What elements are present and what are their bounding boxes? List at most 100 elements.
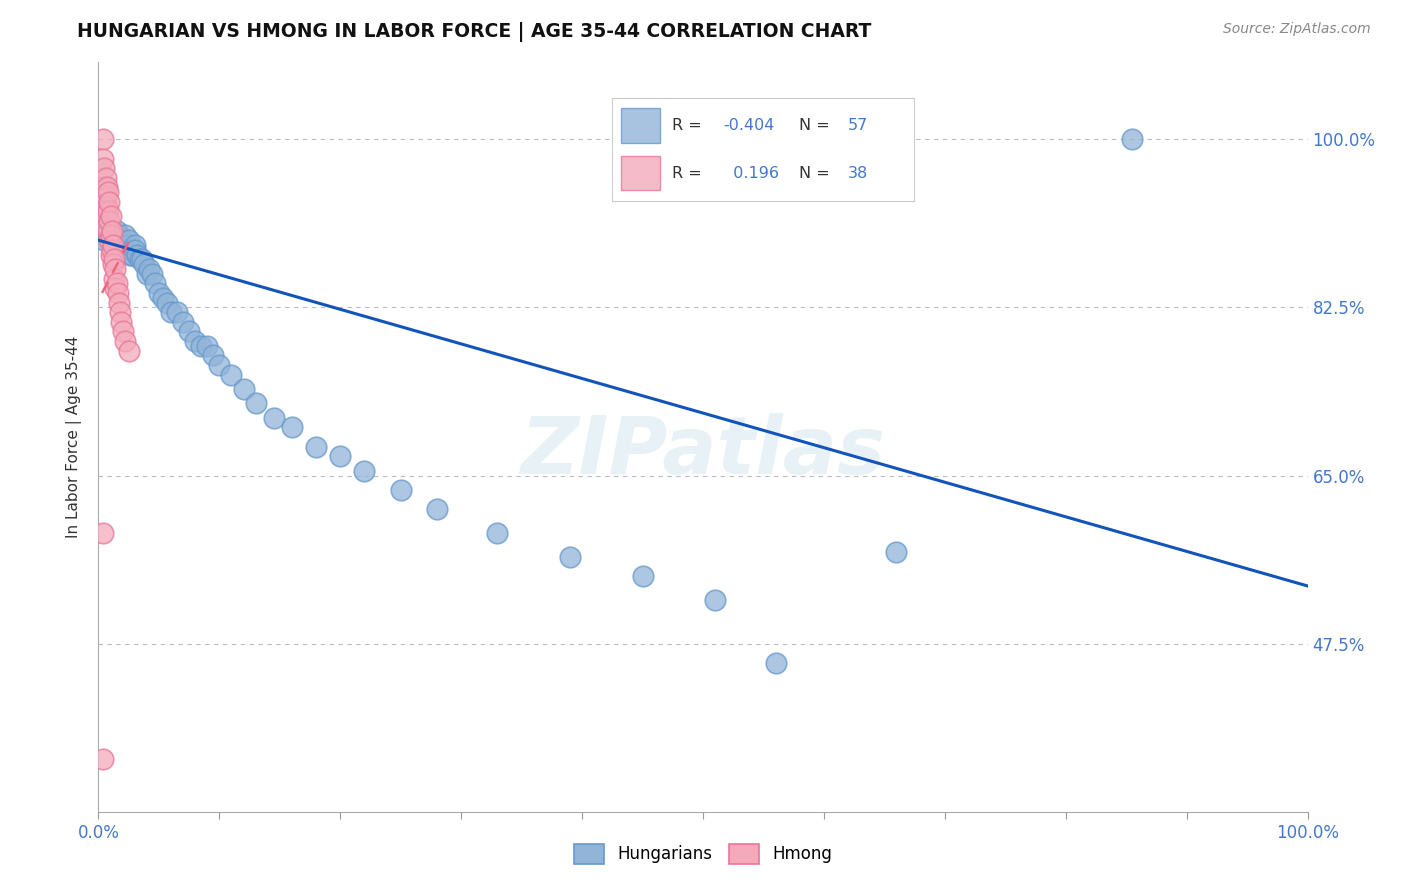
Point (93, 161, 115, 175)
Point (127, 247, 149, 261)
Point (121, 247, 143, 261)
Point (101, 257, 124, 271)
Point (160, 305, 183, 319)
Point (245, 396, 267, 410)
Point (195, 339, 218, 353)
Point (281, 420, 304, 434)
Point (110, 315, 132, 329)
Y-axis label: In Labor Force | Age 35-44: In Labor Force | Age 35-44 (66, 336, 83, 538)
Point (98, 214, 121, 228)
Point (110, 233, 132, 247)
Point (103, 252, 125, 267)
Point (97, 204, 120, 219)
Point (100, 233, 122, 247)
Point (117, 238, 139, 252)
Text: -0.404: -0.404 (724, 119, 775, 133)
Point (98, 194, 121, 209)
Text: Source: ZipAtlas.com: Source: ZipAtlas.com (1223, 22, 1371, 37)
Point (208, 358, 231, 372)
Point (184, 334, 207, 348)
Point (100, 247, 122, 261)
Point (118, 343, 141, 358)
Point (97, 223, 120, 237)
Text: HUNGARIAN VS HMONG IN LABOR FORCE | AGE 35-44 CORRELATION CHART: HUNGARIAN VS HMONG IN LABOR FORCE | AGE … (77, 22, 872, 42)
Point (131, 252, 153, 267)
Point (190, 339, 212, 353)
Point (103, 271, 125, 285)
Bar (620, 155, 659, 190)
Point (124, 243, 146, 257)
Point (93, 190, 115, 204)
Point (108, 305, 131, 319)
Point (93, 180, 115, 194)
Point (94, 170, 117, 185)
Point (111, 233, 134, 247)
Point (138, 262, 160, 277)
Legend: Hungarians, Hmong: Hungarians, Hmong (567, 838, 839, 871)
Point (91, 132, 114, 146)
Point (124, 238, 146, 252)
Point (94, 190, 117, 204)
Point (143, 277, 166, 291)
Point (118, 247, 141, 261)
Point (105, 238, 128, 252)
Point (107, 285, 129, 300)
Point (179, 325, 201, 339)
Bar (620, 108, 659, 144)
Point (221, 368, 243, 382)
Point (96, 180, 118, 194)
Point (558, 550, 581, 565)
Text: 0.196: 0.196 (724, 166, 779, 180)
Point (329, 450, 352, 464)
Text: 57: 57 (848, 119, 868, 133)
Point (148, 285, 170, 300)
Point (96, 219, 118, 233)
Point (114, 334, 136, 348)
Text: R =: R = (672, 166, 707, 180)
Point (134, 257, 156, 271)
Point (114, 228, 136, 243)
Text: R =: R = (672, 119, 707, 133)
Point (765, 656, 787, 670)
Point (105, 277, 128, 291)
Point (91, 152, 114, 166)
Point (120, 243, 142, 257)
Point (91, 752, 114, 766)
Point (389, 483, 412, 497)
Point (97, 185, 120, 199)
Point (141, 267, 163, 281)
Point (704, 593, 727, 607)
Point (152, 291, 174, 305)
Point (118, 233, 141, 247)
Point (94, 209, 117, 223)
Text: ZIPatlas: ZIPatlas (520, 413, 886, 491)
Point (111, 325, 134, 339)
Point (202, 348, 225, 362)
Point (128, 252, 150, 267)
Point (98, 233, 121, 247)
Point (100, 228, 122, 243)
Text: 38: 38 (848, 166, 868, 180)
Point (100, 209, 122, 223)
Text: N =: N = (799, 166, 835, 180)
Point (172, 315, 194, 329)
Point (111, 233, 134, 247)
Point (97, 228, 120, 243)
Point (108, 295, 131, 310)
Point (104, 281, 127, 295)
Point (886, 545, 908, 559)
Point (426, 502, 449, 516)
Point (104, 262, 127, 277)
Text: N =: N = (799, 119, 835, 133)
Point (135, 267, 157, 281)
Point (486, 526, 509, 541)
Point (353, 464, 375, 478)
Point (631, 569, 654, 583)
Point (96, 200, 118, 214)
Point (105, 223, 128, 237)
Point (100, 243, 122, 257)
Point (166, 305, 188, 319)
Point (93, 233, 115, 247)
Point (108, 243, 131, 257)
Point (91, 526, 114, 541)
